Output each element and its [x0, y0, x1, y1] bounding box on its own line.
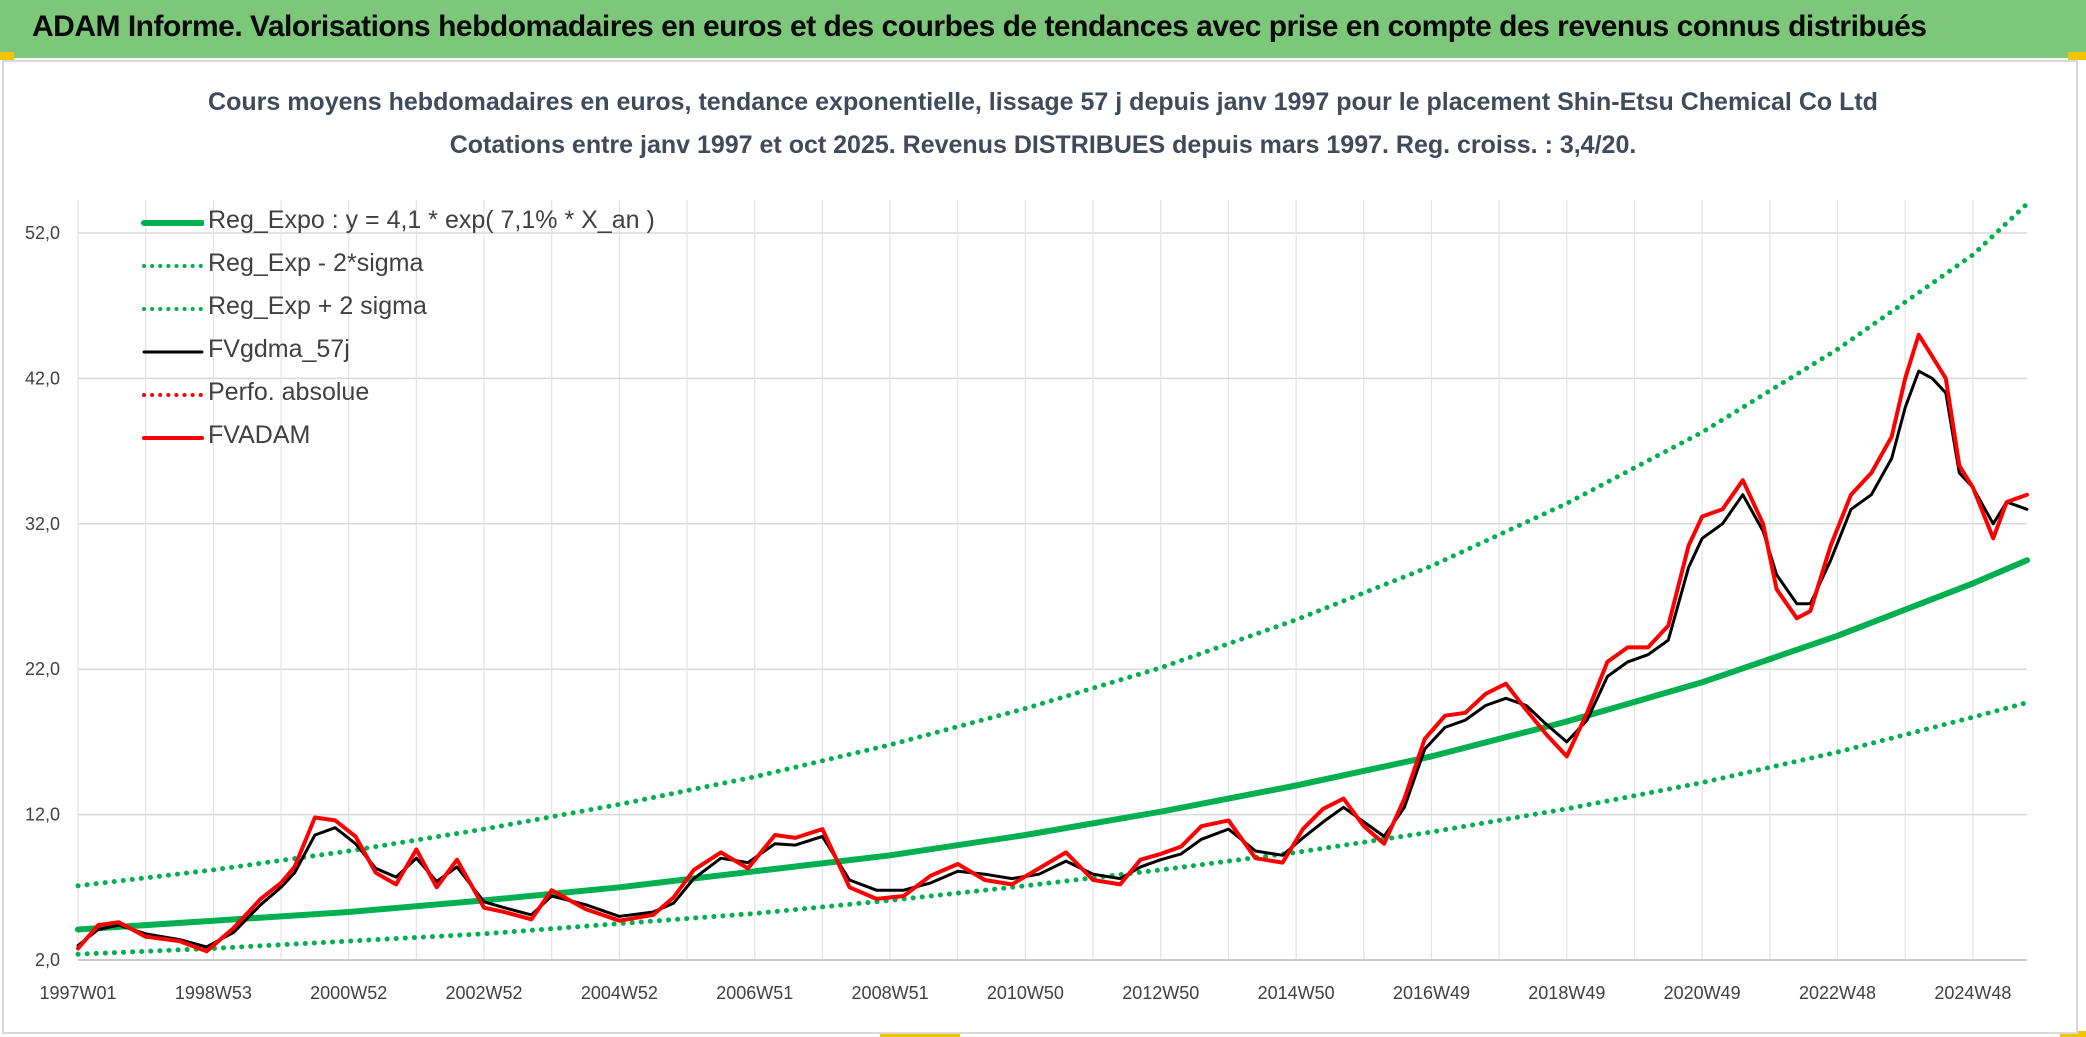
x-tick-label: 2014W50 [1258, 983, 1335, 1003]
series-line-3 [76, 369, 2029, 949]
y-tick-label: 42,0 [25, 368, 60, 388]
x-tick-label: 2018W49 [1528, 983, 1605, 1003]
x-tick-label: 2022W48 [1799, 983, 1876, 1003]
x-tick-label: 2004W52 [581, 983, 658, 1003]
x-tick-label: 2008W51 [852, 983, 929, 1003]
legend-swatch [142, 393, 204, 397]
series-line-0 [75, 557, 2030, 933]
y-tick-label: 12,0 [25, 805, 60, 825]
chart-subtitle: Cotations entre janv 1997 et oct 2025. R… [449, 131, 1637, 159]
legend-label: Reg_Exp - 2*sigma [208, 249, 424, 277]
chart-title: Cours moyens hebdomadaires en euros, ten… [208, 88, 1878, 116]
corner-accent-bottom-middle [880, 1033, 960, 1037]
x-tick-label: 2012W50 [1122, 983, 1199, 1003]
x-tick-label: 2000W52 [310, 983, 387, 1003]
series-line-5 [76, 332, 2029, 954]
x-tick-label: 2024W48 [1934, 983, 2011, 1003]
series-line-2 [75, 201, 2030, 889]
y-tick-label: 2,0 [35, 950, 60, 970]
header-bar: ADAM Informe. Valorisations hebdomadaire… [0, 0, 2086, 58]
x-tick-label: 2010W50 [987, 983, 1064, 1003]
corner-accent-top-left [0, 52, 14, 60]
report-header-title: ADAM Informe. Valorisations hebdomadaire… [32, 10, 1927, 43]
legend-label: Perfo. absolue [208, 378, 370, 406]
legend-swatch [141, 220, 204, 226]
legend-label: Reg_Exp + 2 sigma [208, 292, 427, 320]
legend-label: Reg_Expo : y = 4,1 * exp( 7,1% * X_an ) [208, 206, 655, 234]
x-tick-label: 1998W53 [175, 983, 252, 1003]
y-tick-label: 32,0 [25, 514, 60, 534]
x-tick-label: 1997W01 [39, 983, 116, 1003]
legend-swatch [142, 307, 204, 311]
y-tick-label: 22,0 [25, 659, 60, 679]
x-tick-label: 2016W49 [1393, 983, 1470, 1003]
legend-swatch [142, 264, 204, 268]
chart-frame [2, 60, 2078, 1034]
legend-swatch [142, 436, 204, 440]
axis-layer: 2,0 12,0 22,0 32,0 42,0 52,0 1997W01 1998W53 200… [25, 223, 2027, 1003]
x-tick-label: 2002W52 [446, 983, 523, 1003]
legend-label: FVADAM [208, 421, 311, 449]
legend-swatch [142, 350, 204, 354]
x-tick-label: 2020W49 [1664, 983, 1741, 1003]
x-tick-label: 2006W51 [716, 983, 793, 1003]
grid-layer [77, 200, 2027, 961]
corner-accent-bottom-right [2060, 1031, 2086, 1037]
corner-accent-top-right [2068, 52, 2086, 60]
series-layer [75, 201, 2030, 957]
legend-label: FVgdma_57j [208, 335, 350, 363]
y-tick-label: 52,0 [25, 223, 60, 243]
